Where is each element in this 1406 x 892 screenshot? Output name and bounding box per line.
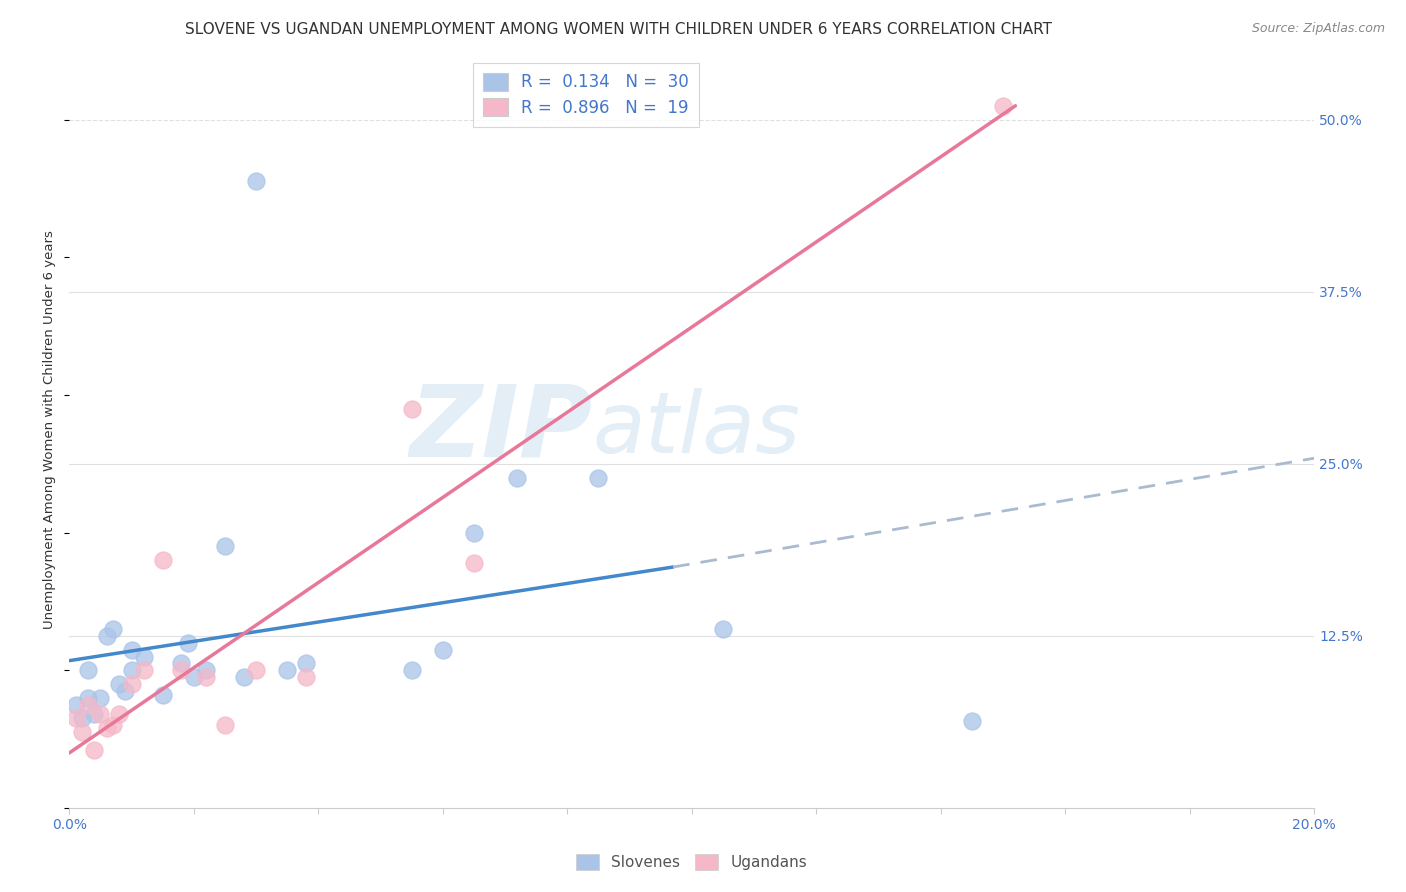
Point [245,663,267,677]
Point [114,684,136,698]
Point [195,663,218,677]
Point [77,698,100,712]
Y-axis label: Unemployment Among Women with Children Under 6 years: Unemployment Among Women with Children U… [44,230,56,629]
Point [121,642,143,657]
Point [232,670,254,684]
Point [77,690,100,705]
Text: atlas: atlas [592,388,800,471]
Point [295,670,318,684]
Legend: R =  0.134   N =  30, R =  0.896   N =  19: R = 0.134 N = 30, R = 0.896 N = 19 [472,62,699,127]
Point [89,690,111,705]
Point [108,707,131,722]
Point [89,707,111,722]
Point [506,470,529,484]
Point [176,636,198,650]
Point [121,677,143,691]
Point [83,743,105,757]
Text: Source: ZipAtlas.com: Source: ZipAtlas.com [1251,22,1385,36]
Point [401,401,423,416]
Point [711,622,734,636]
Point [245,174,267,188]
Point [96,721,118,735]
Point [65,698,87,712]
Point [170,663,193,677]
Point [152,688,174,702]
Point [170,657,193,671]
Point [108,677,131,691]
Point [101,622,124,636]
Point [70,725,93,739]
Point [401,663,423,677]
Text: ZIP: ZIP [409,381,592,478]
Point [132,649,155,664]
Point [83,707,105,722]
Point [195,670,218,684]
Point [132,663,155,677]
Point [991,99,1014,113]
Point [463,556,485,570]
Point [152,553,174,567]
Point [101,718,124,732]
Point [295,657,318,671]
Point [77,663,100,677]
Point [276,663,298,677]
Text: SLOVENE VS UGANDAN UNEMPLOYMENT AMONG WOMEN WITH CHILDREN UNDER 6 YEARS CORRELAT: SLOVENE VS UGANDAN UNEMPLOYMENT AMONG WO… [186,22,1052,37]
Point [96,629,118,643]
Point [214,718,236,732]
Point [121,663,143,677]
Point [183,670,205,684]
Point [432,642,454,657]
Point [960,714,983,729]
Point [70,711,93,725]
Point [463,525,485,540]
Point [214,540,236,554]
Point [588,470,610,484]
Point [65,711,87,725]
